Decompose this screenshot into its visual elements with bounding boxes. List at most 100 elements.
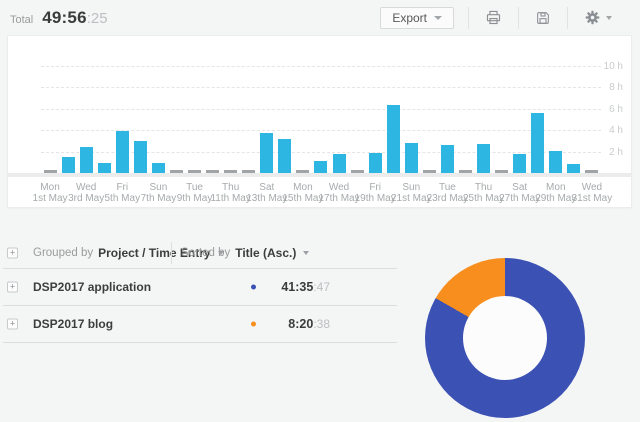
toolbar-divider — [518, 7, 519, 29]
chevron-down-icon — [434, 16, 442, 20]
bar[interactable] — [387, 105, 400, 173]
x-tick-slot: Sat13th May — [258, 182, 276, 206]
bar[interactable] — [549, 151, 562, 173]
day-slot — [222, 36, 240, 173]
day-slot — [41, 36, 59, 173]
x-tick-slot: Tue9th May — [186, 182, 204, 206]
x-tick-slot: Sat27th May — [511, 182, 529, 206]
x-tick-slot: Mon29th May — [547, 182, 565, 206]
bar[interactable] — [152, 163, 165, 173]
day-slot — [402, 36, 420, 173]
controls-divider — [171, 242, 172, 264]
day-slot — [438, 36, 456, 173]
project-title: DSP2017 application — [33, 280, 151, 294]
day-slot — [149, 36, 167, 173]
x-tick-label: Wed31st May — [572, 182, 613, 204]
day-slot — [420, 36, 438, 173]
day-slot — [348, 36, 366, 173]
donut-hole — [463, 296, 547, 380]
bar[interactable] — [513, 154, 526, 173]
project-time-seconds: :47 — [313, 280, 330, 294]
project-title: DSP2017 blog — [33, 317, 113, 331]
day-slot — [511, 36, 529, 173]
bar[interactable] — [405, 143, 418, 173]
day-slot — [312, 36, 330, 173]
x-tick-slot: Tue23rd May — [438, 182, 456, 206]
project-row: + DSP2017 application 41:35:47 — [0, 269, 398, 305]
grouped-by-label: Grouped by — [33, 247, 93, 259]
day-slot — [456, 36, 474, 173]
bar[interactable] — [260, 133, 273, 173]
bar[interactable] — [333, 154, 346, 173]
day-slot — [565, 36, 583, 173]
sorted-by-dropdown[interactable]: Sorted by Title (Asc.) — [181, 246, 309, 260]
x-tick-slot: Wed3rd May — [77, 182, 95, 206]
x-tick-slot: Thu11th May — [222, 182, 240, 206]
x-tick-slot: Thu25th May — [475, 182, 493, 206]
day-slot — [493, 36, 511, 173]
chevron-down-icon — [606, 16, 612, 20]
day-slot — [258, 36, 276, 173]
day-slot — [529, 36, 547, 173]
day-slot — [240, 36, 258, 173]
bar[interactable] — [369, 153, 382, 173]
expand-all-button[interactable]: + — [7, 248, 18, 259]
toolbar-divider — [567, 7, 568, 29]
day-slot — [113, 36, 131, 173]
day-slot — [583, 36, 601, 173]
bar[interactable] — [98, 163, 111, 173]
day-slot — [384, 36, 402, 173]
row-divider — [3, 342, 397, 343]
total-time-summary: Total 49:56 :25 — [10, 8, 108, 28]
export-button[interactable]: Export — [380, 7, 454, 29]
bar[interactable] — [531, 113, 544, 173]
project-time-seconds: :38 — [313, 317, 330, 331]
total-label: Total — [10, 14, 33, 26]
toolbar-divider — [468, 7, 469, 29]
sorted-by-label: Sorted by — [181, 247, 230, 259]
save-icon — [535, 10, 551, 26]
day-slot — [475, 36, 493, 173]
x-tick-slot: Fri19th May — [366, 182, 384, 206]
x-tick-slot: Sun21st May — [402, 182, 420, 206]
daily-time-bar-chart-card: 2 h4 h6 h8 h10 h Mon1st MayWed3rd MayFri… — [7, 35, 632, 208]
bar[interactable] — [477, 144, 490, 173]
day-slot — [59, 36, 77, 173]
settings-button[interactable] — [582, 7, 614, 28]
day-slot — [77, 36, 95, 173]
x-tick-slot: Fri5th May — [113, 182, 131, 206]
bar[interactable] — [314, 161, 327, 173]
toolbar-actions: Export — [380, 7, 614, 29]
print-button[interactable] — [483, 7, 504, 28]
chevron-down-icon — [303, 251, 309, 255]
project-donut-chart[interactable] — [425, 258, 585, 418]
x-tick-slot: Mon15th May — [294, 182, 312, 206]
bar[interactable] — [567, 164, 580, 173]
bar[interactable] — [278, 139, 291, 173]
x-tick-slot: Wed31st May — [583, 182, 601, 206]
day-slot — [294, 36, 312, 173]
day-slot — [366, 36, 384, 173]
printer-icon — [485, 9, 502, 26]
grouping-controls-row: + Grouped by Project / Time Entry Sorted… — [0, 238, 398, 268]
day-slot — [167, 36, 185, 173]
expand-row-button[interactable]: + — [7, 282, 18, 293]
x-tick-slot: Wed17th May — [330, 182, 348, 206]
project-time: 8:20:38 — [240, 315, 330, 333]
project-time-value: 8:20 — [288, 317, 313, 331]
bar[interactable] — [441, 145, 454, 173]
gear-icon — [584, 9, 601, 26]
export-button-label: Export — [392, 11, 427, 25]
day-slot — [186, 36, 204, 173]
expand-row-button[interactable]: + — [7, 319, 18, 330]
bar[interactable] — [80, 147, 93, 173]
x-tick-slot: Mon1st May — [41, 182, 59, 206]
bar-chart-plot — [41, 36, 601, 173]
bar[interactable] — [62, 157, 75, 173]
bar[interactable] — [116, 131, 129, 173]
bar[interactable] — [134, 141, 147, 173]
save-button[interactable] — [533, 8, 553, 28]
day-slot — [330, 36, 348, 173]
project-row: + DSP2017 blog 8:20:38 — [0, 306, 398, 342]
project-time: 41:35:47 — [240, 278, 330, 296]
